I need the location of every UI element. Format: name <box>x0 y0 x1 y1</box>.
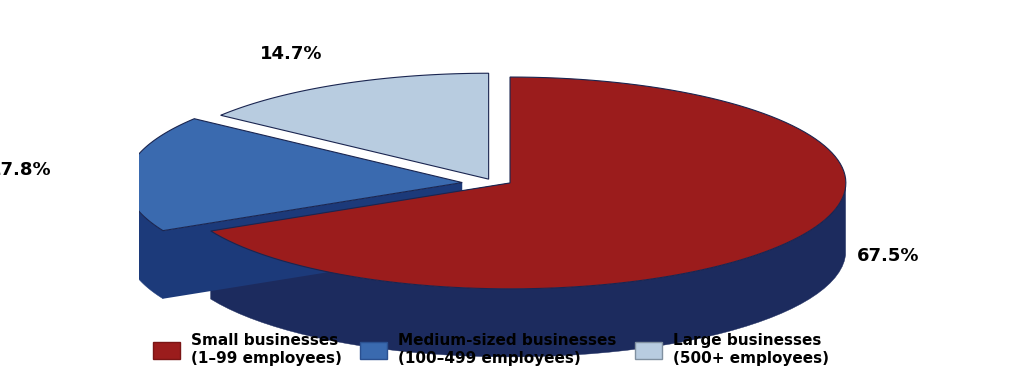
Polygon shape <box>126 119 462 231</box>
Polygon shape <box>211 77 846 289</box>
Polygon shape <box>211 183 510 299</box>
Text: 17.8%: 17.8% <box>0 161 52 179</box>
Text: 14.7%: 14.7% <box>260 45 323 63</box>
Polygon shape <box>126 183 163 299</box>
Polygon shape <box>221 73 488 179</box>
Polygon shape <box>163 182 462 299</box>
Polygon shape <box>211 187 846 357</box>
Text: 67.5%: 67.5% <box>857 247 920 265</box>
Legend: Small businesses
(1–99 employees), Medium-sized businesses
(100–499 employees), : Small businesses (1–99 employees), Mediu… <box>146 327 836 372</box>
